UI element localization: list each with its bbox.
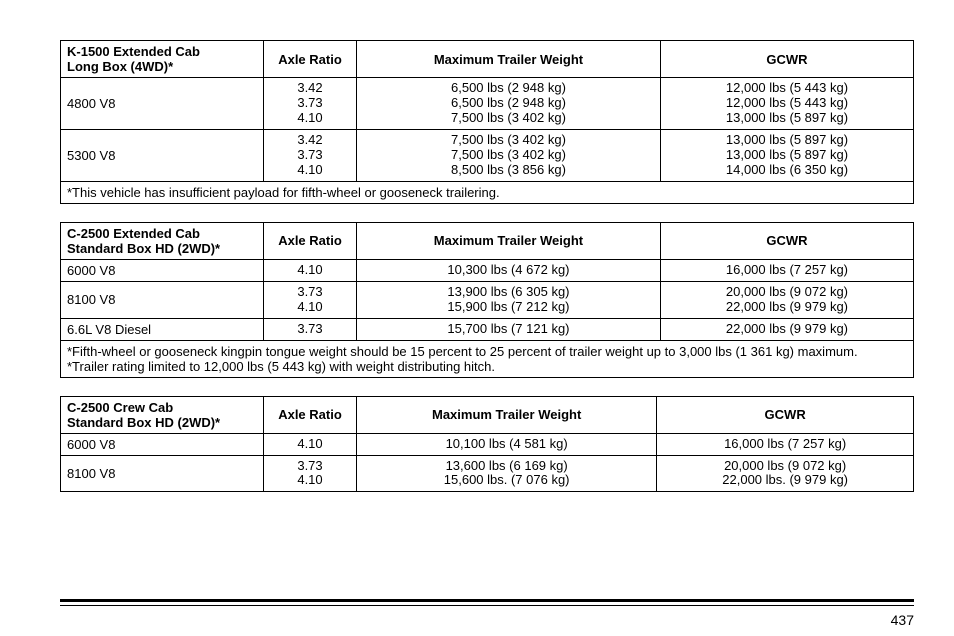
max-trailer-weight-cell: 10,100 lbs (4 581 kg) (357, 433, 657, 455)
table-row: 8100 V83.734.1013,900 lbs (6 305 kg)15,9… (61, 281, 914, 318)
engine-cell: 6000 V8 (61, 259, 264, 281)
page-container: K-1500 Extended CabLong Box (4WD)*Axle R… (0, 0, 954, 636)
spec-table: C-2500 Crew CabStandard Box HD (2WD)*Axl… (60, 396, 914, 493)
axle-ratio-cell: 3.734.10 (264, 281, 357, 318)
model-header: C-2500 Crew CabStandard Box HD (2WD)* (61, 396, 264, 433)
spec-table: K-1500 Extended CabLong Box (4WD)*Axle R… (60, 40, 914, 204)
max-trailer-weight-header: Maximum Trailer Weight (357, 41, 661, 78)
axle-ratio-cell: 3.423.734.10 (264, 78, 357, 130)
max-trailer-weight-cell: 10,300 lbs (4 672 kg) (357, 259, 661, 281)
engine-cell: 6000 V8 (61, 433, 264, 455)
max-trailer-weight-header: Maximum Trailer Weight (357, 222, 661, 259)
engine-cell: 5300 V8 (61, 129, 264, 181)
axle-ratio-header: Axle Ratio (264, 41, 357, 78)
max-trailer-weight-cell: 13,600 lbs (6 169 kg)15,600 lbs. (7 076 … (357, 455, 657, 492)
max-trailer-weight-cell: 6,500 lbs (2 948 kg)6,500 lbs (2 948 kg)… (357, 78, 661, 130)
footer-rule-thin (60, 605, 914, 606)
footer-rule-thick (60, 599, 914, 602)
axle-ratio-cell: 4.10 (264, 259, 357, 281)
footnote-cell: *Fifth-wheel or gooseneck kingpin tongue… (61, 340, 914, 377)
page-number: 437 (891, 612, 914, 628)
axle-ratio-header: Axle Ratio (264, 396, 357, 433)
axle-ratio-cell: 3.423.734.10 (264, 129, 357, 181)
axle-ratio-cell: 3.73 (264, 318, 357, 340)
engine-cell: 8100 V8 (61, 455, 264, 492)
max-trailer-weight-cell: 15,700 lbs (7 121 kg) (357, 318, 661, 340)
table-row: 5300 V83.423.734.107,500 lbs (3 402 kg)7… (61, 129, 914, 181)
footnote-cell: *This vehicle has insufficient payload f… (61, 181, 914, 203)
engine-cell: 8100 V8 (61, 281, 264, 318)
engine-cell: 6.6L V8 Diesel (61, 318, 264, 340)
gcwr-cell: 13,000 lbs (5 897 kg)13,000 lbs (5 897 k… (660, 129, 913, 181)
gcwr-cell: 16,000 lbs (7 257 kg) (657, 433, 914, 455)
gcwr-cell: 16,000 lbs (7 257 kg) (660, 259, 913, 281)
axle-ratio-cell: 3.734.10 (264, 455, 357, 492)
max-trailer-weight-cell: 13,900 lbs (6 305 kg)15,900 lbs (7 212 k… (357, 281, 661, 318)
table-row: 6.6L V8 Diesel3.7315,700 lbs (7 121 kg)2… (61, 318, 914, 340)
engine-cell: 4800 V8 (61, 78, 264, 130)
gcwr-header: GCWR (660, 222, 913, 259)
model-header: C-2500 Extended CabStandard Box HD (2WD)… (61, 222, 264, 259)
axle-ratio-header: Axle Ratio (264, 222, 357, 259)
axle-ratio-cell: 4.10 (264, 433, 357, 455)
table-row: 8100 V83.734.1013,600 lbs (6 169 kg)15,6… (61, 455, 914, 492)
gcwr-cell: 20,000 lbs (9 072 kg)22,000 lbs (9 979 k… (660, 281, 913, 318)
model-header: K-1500 Extended CabLong Box (4WD)* (61, 41, 264, 78)
table-row: 6000 V84.1010,300 lbs (4 672 kg)16,000 l… (61, 259, 914, 281)
table-row: 4800 V83.423.734.106,500 lbs (2 948 kg)6… (61, 78, 914, 130)
gcwr-cell: 22,000 lbs (9 979 kg) (660, 318, 913, 340)
max-trailer-weight-header: Maximum Trailer Weight (357, 396, 657, 433)
gcwr-cell: 12,000 lbs (5 443 kg)12,000 lbs (5 443 k… (660, 78, 913, 130)
gcwr-header: GCWR (660, 41, 913, 78)
max-trailer-weight-cell: 7,500 lbs (3 402 kg)7,500 lbs (3 402 kg)… (357, 129, 661, 181)
table-row: 6000 V84.1010,100 lbs (4 581 kg)16,000 l… (61, 433, 914, 455)
spec-table: C-2500 Extended CabStandard Box HD (2WD)… (60, 222, 914, 378)
gcwr-cell: 20,000 lbs (9 072 kg)22,000 lbs. (9 979 … (657, 455, 914, 492)
gcwr-header: GCWR (657, 396, 914, 433)
tables-region: K-1500 Extended CabLong Box (4WD)*Axle R… (60, 40, 914, 492)
